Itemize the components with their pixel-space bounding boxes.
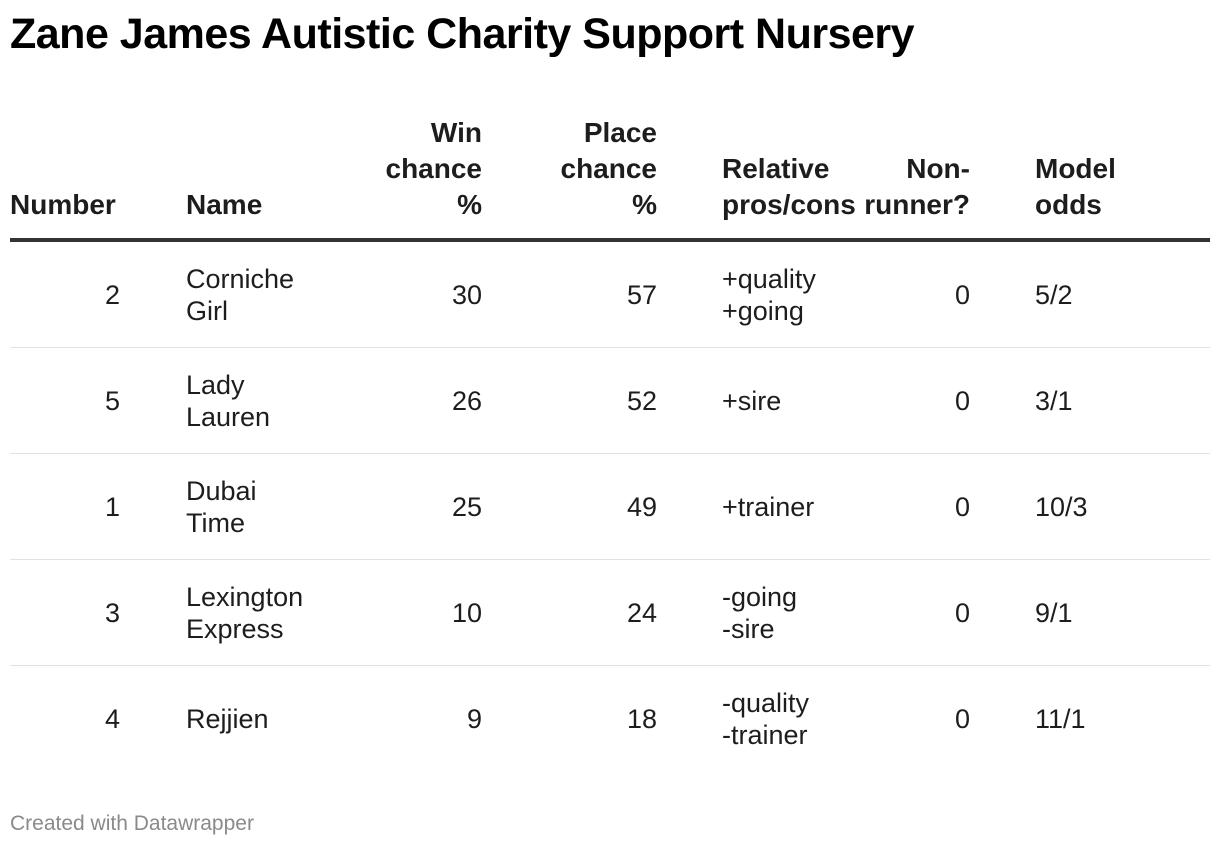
cell-win-chance: 10 [296,559,482,666]
table-row: 5 Lady Lauren 26 52 +sire 0 3/1 [10,347,1210,454]
cell-pros-cons: +quality +going [657,240,817,348]
header-row: Number Name Win chance % Place chance % … [10,115,1210,242]
cell-place-chance: 52 [482,347,657,454]
table-row: 3 Lexington Express 10 24 -going -sire 0 9/1 [10,559,1210,666]
cell-name: Dubai Time [120,453,296,560]
cell-number: 4 [104,703,120,734]
cell-pros-cons: -going -sire [657,559,817,666]
cell-number: 5 [10,347,120,454]
column-header-name[interactable]: Name [120,115,296,242]
cell-non-runner: 0 [817,347,970,454]
cell-place-chance: 24 [482,559,657,666]
cell-place-chance: 57 [482,240,657,348]
race-table: Number Name Win chance % Place chance % … [10,115,1210,771]
cell-place-chance: 18 [626,703,657,734]
table-row: 1 Dubai Time 25 49 +trainer 0 10/3 [10,453,1210,560]
cell-name: Corniche Girl [120,240,296,348]
cell-win-chance: 26 [296,347,482,454]
column-header-number[interactable]: Number [10,115,120,242]
cell-model-odds: 3/1 [970,347,1210,454]
table-body: 2 Corniche Girl 30 57 +quality +going 0 5/2 5 La… [10,240,1210,771]
cell-model-odds: 9/1 [970,559,1210,666]
cell-place-chance: 49 [482,453,657,560]
cell-name: Rejjien [186,703,269,734]
cell-non-runner: 0 [954,703,970,734]
cell-name: Lady Lauren [120,347,296,454]
column-header-win-chance[interactable]: Win chance % [296,115,482,242]
cell-non-runner: 0 [817,453,970,560]
cell-model-odds: 10/3 [970,453,1210,560]
footer-credit: Created with Datawrapper [10,812,254,835]
cell-pros-cons: +trainer [657,453,817,560]
table-row: 4 Rejjien 9 18 -quality -trainer 0 11/1 [10,666,1210,772]
chart-title: Zane James Autistic Charity Support Nurs… [10,10,915,58]
cell-win-chance: 30 [296,240,482,348]
column-header-model-odds[interactable]: Model odds [970,115,1210,242]
column-header-pros-cons[interactable]: Relative pros/cons [657,115,856,242]
cell-number: 2 [10,240,120,348]
table-row: 2 Corniche Girl 30 57 +quality +going 0 5/2 [10,240,1210,348]
cell-pros-cons: -quality -trainer [722,687,810,750]
cell-non-runner: 0 [817,240,970,348]
column-header-place-chance[interactable]: Place chance % [482,115,657,242]
cell-number: 1 [10,453,120,560]
cell-model-odds: 5/2 [970,240,1210,348]
cell-number: 3 [10,559,120,666]
cell-model-odds: 11/1 [1035,703,1086,734]
cell-non-runner: 0 [817,559,970,666]
cell-win-chance: 9 [466,703,482,734]
column-header-non-runner[interactable]: Non- runner? [817,115,970,242]
cell-win-chance: 25 [296,453,482,560]
cell-name: Lexington Express [120,559,303,666]
cell-pros-cons: +sire [657,347,817,454]
